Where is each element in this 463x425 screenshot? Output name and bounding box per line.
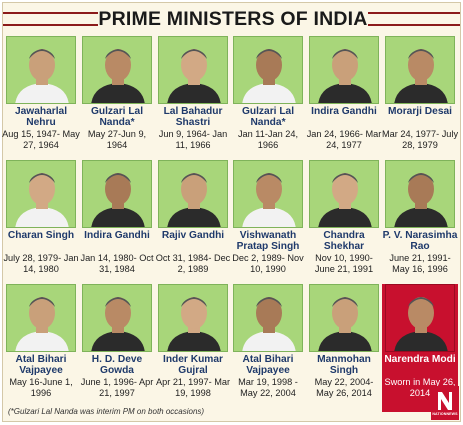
nationnews-logo-icon [431,386,459,420]
pm-card: Narendra Modi Sworn in May 26, 2014 [384,284,456,402]
portrait-icon [394,173,448,227]
pm-card: H. D. Deve Gowda June 1, 1996- Apr 21, 19… [81,284,153,402]
pm-portrait [385,36,455,104]
portrait-icon [15,49,69,103]
title-band: PRIME MINISTERS OF INDIA [3,4,460,34]
pm-name: Gulzari Lal Nanda* [241,106,295,128]
pm-portrait [82,36,152,104]
pm-portrait [82,284,152,352]
pm-name: Charan Singh [7,230,75,241]
pm-card: Lal Bahadur Shastri Jun 9, 1964- Jan 11, … [158,36,228,154]
portrait-icon [91,297,145,351]
pm-term: Jun 9, 1964- Jan 11, 1966 [158,129,228,150]
pm-card: Gulzari Lal Nanda* Jan 11-Jan 24, 1966 [233,36,303,154]
pm-portrait [6,284,76,352]
pm-term: Jan 24, 1966- Mar 24, 1977 [306,129,382,150]
pm-term: May 22, 2004- May 26, 2014 [314,377,374,398]
pm-portrait [233,284,303,352]
pm-card: P. V. Narasimha Rao June 21, 1991- May 16… [382,160,458,278]
portrait-icon [167,297,221,351]
pm-term: May 16-June 1, 1996 [9,377,73,398]
pm-portrait [82,160,152,228]
portrait-icon [242,297,296,351]
portrait-icon [91,173,145,227]
pm-card: Vishwanath Pratap Singh Dec 2, 1989- Nov … [232,160,304,278]
portrait-icon [167,49,221,103]
portrait-icon [167,173,221,227]
pm-term: Sworn in May 26, 2014 [384,377,456,398]
pm-portrait [158,284,228,352]
pm-card: Indira Gandhi Jan 24, 1966- Mar 24, 1977 [307,36,381,154]
pm-portrait [385,160,455,228]
portrait-icon [318,297,372,351]
portrait-icon [394,297,448,351]
pm-name: Manmohan Singh [317,354,371,376]
pm-term: Dec 2, 1989- Nov 10, 1990 [232,253,304,274]
pm-term: Jan 11-Jan 24, 1966 [237,129,299,150]
pm-name: Atal Bihari Vajpayee [242,354,294,376]
pm-name: Morarji Desai [388,106,452,117]
pm-card: Indira Gandhi Jan 14, 1980- Oct 31, 1984 [80,160,154,278]
pm-name: Rajiv Gandhi [161,230,225,241]
pm-card: Manmohan Singh May 22, 2004- May 26, 2014 [309,284,379,402]
pm-name: Inder Kumar Gujral [162,354,223,376]
pm-name: Chandra Shekhar [323,230,365,252]
pm-name: Indira Gandhi [311,106,377,117]
pm-term: July 28, 1979- Jan 14, 1980 [3,253,79,274]
pm-term: Oct 31, 1984- Dec 2, 1989 [155,253,231,274]
pm-card: Jawaharlal Nehru Aug 15, 1947- May 27, 19… [2,36,80,154]
pm-portrait [309,160,379,228]
pm-portrait [6,36,76,104]
portrait-icon [318,173,372,227]
portrait-icon [318,49,372,103]
pm-term: Jan 14, 1980- Oct 31, 1984 [80,253,154,274]
portrait-icon [15,297,69,351]
pm-term: Mar 19, 1998 - May 22, 2004 [238,377,298,398]
pm-portrait [158,160,228,228]
nationnews-logo: NATIONNEWS [431,386,459,420]
pm-card: Chandra Shekhar Nov 10, 1990- June 21, 19… [309,160,379,278]
pm-name: Jawaharlal Nehru [14,106,68,128]
pm-name: Narendra Modi [384,354,456,365]
portrait-icon [15,173,69,227]
prime-minister-grid: Jawaharlal Nehru Aug 15, 1947- May 27, 19… [2,36,458,408]
pm-name: Indira Gandhi [84,230,150,241]
pm-portrait [233,160,303,228]
pm-term: Apr 21, 1997- Mar 19, 1998 [155,377,231,398]
footnote: (*Gulzari Lal Nanda was interim PM on bo… [8,407,205,416]
logo-text: NATIONNEWS [432,412,458,416]
pm-term: Nov 10, 1990- June 21, 1991 [314,253,374,274]
pm-card: Inder Kumar Gujral Apr 21, 1997- Mar 19, … [156,284,230,402]
pm-term: Mar 24, 1977- July 28, 1979 [381,129,459,150]
pm-card: Atal Bihari Vajpayee May 16-June 1, 1996 [6,284,76,402]
pm-name: Lal Bahadur Shastri [163,106,223,128]
page-title: PRIME MINISTERS OF INDIA [98,5,368,33]
pm-card: Morarji Desai Mar 24, 1977- July 28, 1979 [382,36,458,154]
portrait-icon [91,49,145,103]
pm-name: Gulzari Lal Nanda* [90,106,144,128]
pm-portrait [6,160,76,228]
pm-name: Atal Bihari Vajpayee [15,354,67,376]
pm-card: Gulzari Lal Nanda* May 27-Jun 9, 1964 [82,36,152,154]
portrait-icon [242,49,296,103]
pm-portrait [385,284,455,352]
portrait-icon [242,173,296,227]
pm-term: June 1, 1996- Apr 21, 1997 [80,377,154,398]
pm-portrait [158,36,228,104]
pm-portrait [309,36,379,104]
pm-portrait [233,36,303,104]
pm-term: May 27-Jun 9, 1964 [87,129,147,150]
pm-portrait [309,284,379,352]
pm-card: Rajiv Gandhi Oct 31, 1984- Dec 2, 1989 [156,160,230,278]
pm-card: Atal Bihari Vajpayee Mar 19, 1998 - May 2… [233,284,303,402]
pm-name: Vishwanath Pratap Singh [236,230,300,252]
pm-name: P. V. Narasimha Rao [382,230,458,252]
pm-card: Charan Singh July 28, 1979- Jan 14, 1980 [3,160,79,278]
pm-term: June 21, 1991- May 16, 1996 [389,253,451,274]
portrait-icon [394,49,448,103]
pm-name: H. D. Deve Gowda [91,354,143,376]
pm-term: Aug 15, 1947- May 27, 1964 [2,129,80,150]
